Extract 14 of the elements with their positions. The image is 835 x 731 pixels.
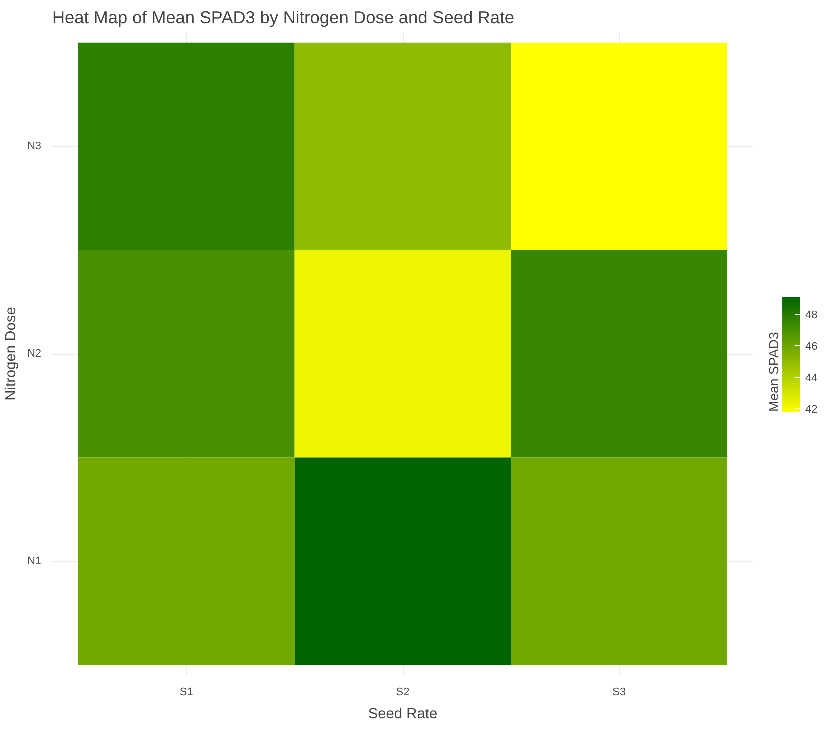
color-bar-label: 44 xyxy=(806,372,818,384)
x-tick-label: S1 xyxy=(180,686,194,698)
x-tick-label: S2 xyxy=(396,686,410,698)
chart-title: Heat Map of Mean SPAD3 by Nitrogen Dose and Seed Rate xyxy=(52,8,515,28)
y-tick-label: N2 xyxy=(27,348,42,360)
x-axis-title: Seed Rate xyxy=(368,706,438,722)
y-tick-label: N3 xyxy=(27,140,42,153)
color-bar-title: Mean SPAD3 xyxy=(766,332,782,412)
y-axis-title: Nitrogen Dose xyxy=(3,307,20,401)
color-bar-label: 48 xyxy=(806,309,818,322)
color-bar-label: 46 xyxy=(806,340,818,353)
color-bar-label: 42 xyxy=(806,404,818,416)
x-tick-label: S3 xyxy=(612,686,626,698)
y-tick-label: N1 xyxy=(27,555,42,568)
